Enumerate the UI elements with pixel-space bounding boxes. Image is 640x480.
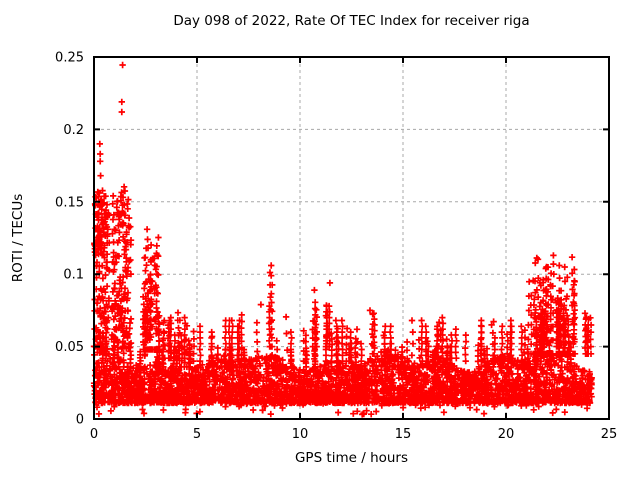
y-tick-label: 0.05	[55, 340, 84, 355]
x-tick-label: 0	[90, 427, 98, 442]
y-tick-label: 0	[76, 413, 84, 428]
roti-scatter-points	[90, 61, 595, 418]
y-tick-label: 0.1	[63, 268, 84, 283]
x-tick-label: 10	[292, 427, 309, 442]
tick-marks	[93, 56, 610, 420]
axes	[93, 56, 610, 420]
x-axis-label: GPS time / hours	[294, 450, 409, 466]
gridlines	[95, 58, 608, 418]
y-tick-label: 0.15	[55, 195, 84, 210]
x-tick-label: 20	[498, 427, 515, 442]
chart-title: Day 098 of 2022, Rate Of TEC Index for r…	[173, 13, 530, 29]
tick-labels: 0 5 10 15 20 25 0 0.05 0.1 0.15 0.2 0.25	[55, 51, 617, 443]
y-tick-label: 0.2	[63, 123, 84, 138]
x-tick-label: 15	[395, 427, 412, 442]
plot-border	[93, 56, 610, 420]
x-tick-label: 5	[193, 427, 201, 442]
x-tick-label: 25	[601, 427, 618, 442]
grid-path	[95, 58, 608, 418]
scatter-series	[90, 61, 595, 418]
y-tick-label: 0.25	[55, 51, 84, 66]
